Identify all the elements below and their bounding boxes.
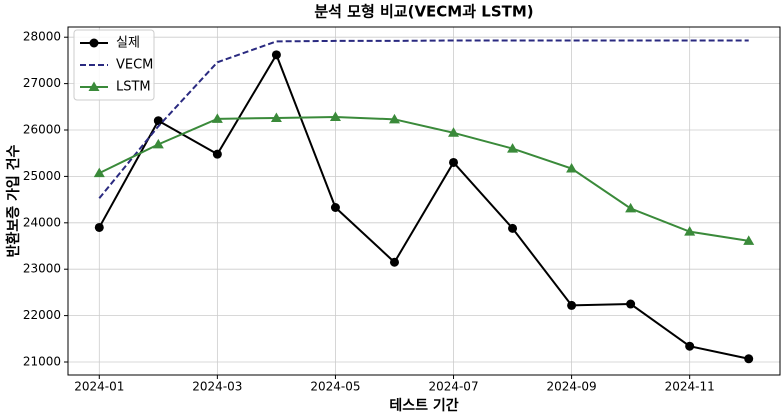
x-axis-label: 테스트 기간 — [389, 397, 458, 414]
data-point — [566, 163, 578, 173]
legend-marker — [88, 81, 100, 91]
data-point — [94, 222, 104, 232]
data-point — [329, 111, 341, 122]
data-point — [449, 157, 459, 167]
data-point — [744, 354, 754, 364]
data-point — [626, 299, 636, 309]
series-line — [98, 52, 749, 360]
legend-label: VECM — [116, 58, 153, 73]
data-point — [448, 127, 460, 137]
x-tick-label: 2024-11 — [665, 380, 715, 394]
data-point — [271, 50, 281, 60]
data-point — [152, 138, 164, 149]
data-point — [684, 226, 696, 236]
legend-label: LSTM — [116, 80, 151, 95]
data-point — [507, 143, 519, 153]
data-point — [508, 223, 518, 233]
y-tick-label: 23000 — [23, 262, 61, 276]
plot-frame — [67, 26, 781, 376]
y-tick-label: 28000 — [23, 30, 61, 44]
data-point — [330, 202, 340, 212]
data-point — [567, 300, 577, 310]
data-point — [93, 167, 105, 178]
data-point — [270, 112, 282, 122]
x-tick-label: 2024-05 — [310, 380, 360, 394]
data-point — [625, 202, 637, 213]
data-point — [212, 149, 222, 159]
y-tick-label: 26000 — [23, 123, 61, 137]
data-point — [389, 257, 399, 267]
x-tick-label: 2024-07 — [428, 380, 478, 394]
y-tick-label: 24000 — [23, 215, 61, 229]
y-tick-label: 27000 — [23, 76, 61, 90]
series-line — [98, 39, 749, 199]
x-tick-label: 2024-01 — [74, 380, 124, 394]
data-point — [388, 113, 400, 124]
legend-label: 실제 — [116, 36, 140, 51]
x-tick-label: 2024-09 — [547, 380, 597, 394]
chart-title: 분석 모형 비교(VECM과 LSTM) — [314, 3, 533, 21]
series-line — [98, 116, 749, 242]
x-tick-label: 2024-03 — [192, 380, 242, 394]
y-axis-label: 반환보증 가입 건수 — [5, 144, 22, 257]
data-point — [743, 235, 755, 245]
data-point — [153, 116, 163, 126]
y-tick-label: 25000 — [23, 169, 61, 183]
data-point — [211, 113, 223, 123]
y-tick-label: 21000 — [23, 355, 61, 369]
y-tick-label: 22000 — [23, 308, 61, 322]
data-point — [685, 341, 695, 351]
legend-marker — [89, 38, 99, 48]
